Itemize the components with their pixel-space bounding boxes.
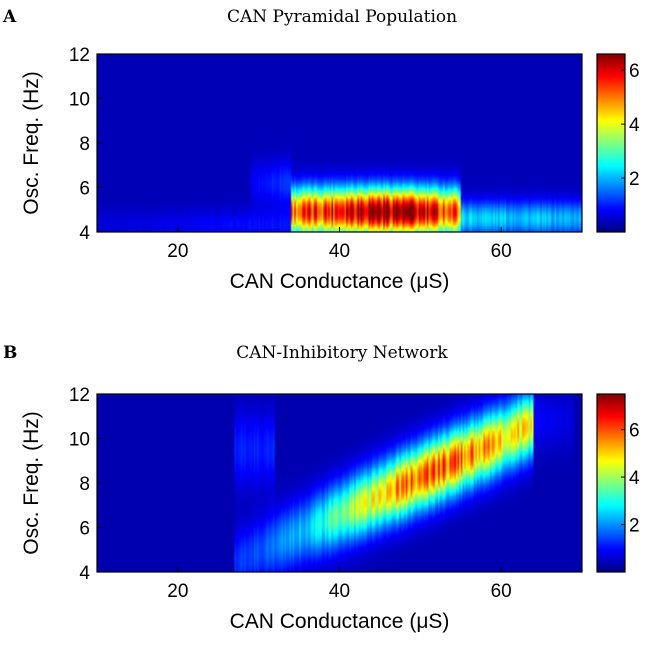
x-axis: 20 40 60 (167, 567, 512, 602)
panel-a: A CAN Pyramidal Population 20 40 60 4 6 8 10 1… (2, 7, 640, 293)
x-tick-label: 20 (167, 241, 188, 262)
colorbar-image (597, 54, 625, 232)
y-tick-label: 10 (69, 90, 90, 111)
y-tick-label: 8 (79, 134, 90, 155)
x-tick-label: 60 (491, 581, 512, 602)
panel-title: CAN Pyramidal Population (227, 7, 457, 27)
y-axis-label: Osc. Freq. (Hz) (20, 71, 43, 215)
y-tick-label: 8 (79, 474, 90, 495)
x-tick-label: 40 (329, 241, 350, 262)
colorbar-tick-label: 4 (629, 468, 640, 489)
x-tick-label: 40 (329, 581, 350, 602)
y-axis: 4 6 8 10 12 (69, 385, 102, 584)
colorbar-image (597, 394, 625, 572)
x-tick-label: 20 (167, 581, 188, 602)
colorbar-ticks: 2 4 6 (621, 421, 640, 537)
y-tick-label: 6 (79, 519, 90, 540)
y-tick-label: 10 (69, 430, 90, 451)
panel-letter: B (3, 343, 17, 363)
x-tick-label: 60 (491, 241, 512, 262)
heatmap-image (97, 394, 582, 572)
panel-title: CAN-Inhibitory Network (236, 343, 448, 363)
colorbar-tick-label: 2 (629, 516, 640, 537)
x-axis-label: CAN Conductance (μS) (230, 610, 450, 633)
colorbar-frame (596, 393, 626, 573)
x-axis: 20 40 60 (167, 227, 512, 262)
colorbar-ticks: 2 4 6 (621, 61, 640, 190)
y-tick-label: 6 (79, 179, 90, 200)
y-tick-label: 4 (79, 223, 90, 244)
colorbar-tick-label: 6 (629, 421, 640, 442)
panel-letter: A (2, 7, 17, 27)
colorbar-tick-label: 6 (629, 61, 640, 82)
x-axis-label: CAN Conductance (μS) (230, 270, 450, 293)
y-axis: 4 6 8 10 12 (69, 45, 102, 244)
colorbar-tick-label: 2 (629, 169, 640, 190)
colorbar-tick-label: 4 (629, 115, 640, 136)
heatmap-image (97, 54, 582, 232)
panel-b: B CAN-Inhibitory Network 20 40 60 4681012 … (3, 343, 640, 633)
y-tick-label: 4 (79, 563, 90, 584)
y-tick-label: 12 (69, 45, 90, 66)
colorbar-frame (596, 53, 626, 233)
y-axis-label: Osc. Freq. (Hz) (20, 411, 43, 555)
y-tick-label: 12 (69, 385, 90, 406)
